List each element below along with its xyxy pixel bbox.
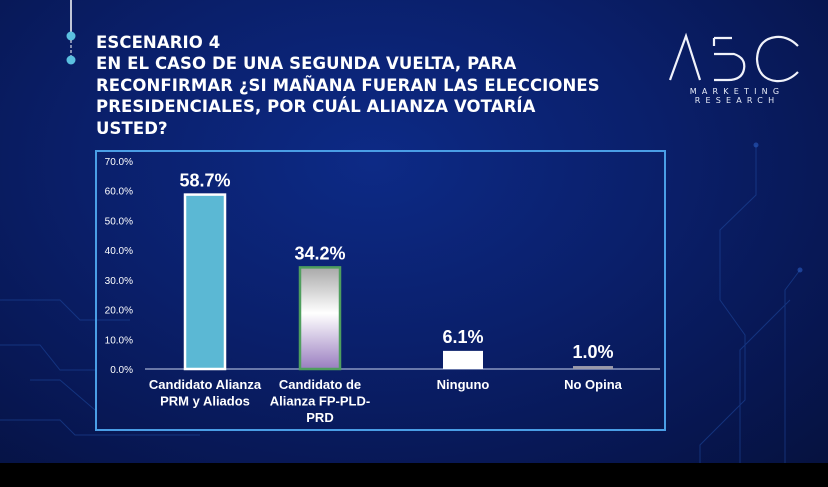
logo-text-marketing: MARKETING [689,87,785,96]
question-line-3: PRESIDENCIALES, POR CUÁL ALIANZA VOTARÍA [96,97,536,116]
value-label: 58.7% [179,171,230,191]
category-labels: Candidato Alianza PRM y Aliados Candidato … [149,377,623,425]
y-tick-label: 10.0% [105,335,133,346]
bar-3 [573,366,613,369]
value-label: 6.1% [442,327,483,347]
slide: ESCENARIO 4 EN EL CASO DE UNA SEGUNDA VU… [0,0,828,463]
chart-frame [95,150,666,431]
bar-1 [298,266,342,371]
category-label: Candidato Alianza [149,377,262,392]
bottom-black-bar [0,463,828,487]
value-label: 1.0% [572,342,613,362]
scenario-heading: ESCENARIO 4 [96,33,221,52]
bar-0 [183,193,227,371]
category-label: No Opina [564,377,623,392]
value-labels: 58.7% 34.2% 6.1% 1.0% [179,171,613,362]
y-axis-ticks: 0.0% 10.0% 20.0% 30.0% 40.0% 50.0% 60.0% 70.0% [105,157,133,376]
category-label: PRM y Aliados [160,394,250,409]
bar-2 [443,350,483,369]
timeline-dot-bottom [66,55,76,65]
bar-chart: 0.0%10.0%20.0%30.0%40.0%50.0%60.0%70.0% … [105,157,660,425]
title-block: ESCENARIO 4 EN EL CASO DE UNA SEGUNDA VU… [96,32,656,139]
question-line-2: RECONFIRMAR ¿SI MAÑANA FUERAN LAS ELECCI… [96,75,600,95]
question-line-4: USTED? [96,118,168,138]
y-tick-label: 0.0% [110,365,133,376]
y-tick-label: 40.0% [105,246,133,257]
abc-logo: MARKETING RESEARCH [662,30,812,110]
value-label: 34.2% [294,243,345,263]
logo-text-research: RESEARCH [694,96,780,105]
y-tick-label: 30.0% [105,276,133,287]
y-tick-label: 60.0% [105,187,133,198]
category-label: PRD [306,410,333,425]
category-label: Ninguno [437,377,490,392]
abc-logo-mark [668,32,799,83]
question-line-1: EN EL CASO DE UNA SEGUNDA VUELTA, PARA [96,54,517,73]
timeline-dot-top [66,31,76,41]
circuit-decoration [0,0,803,463]
y-tick-label: 20.0% [105,306,133,317]
category-label: Candidato de [279,377,361,392]
bars [183,193,613,371]
y-tick-label: 70.0% [105,157,133,168]
category-label: Alianza FP-PLD- [270,394,370,409]
y-tick-label: 50.0% [105,216,133,227]
